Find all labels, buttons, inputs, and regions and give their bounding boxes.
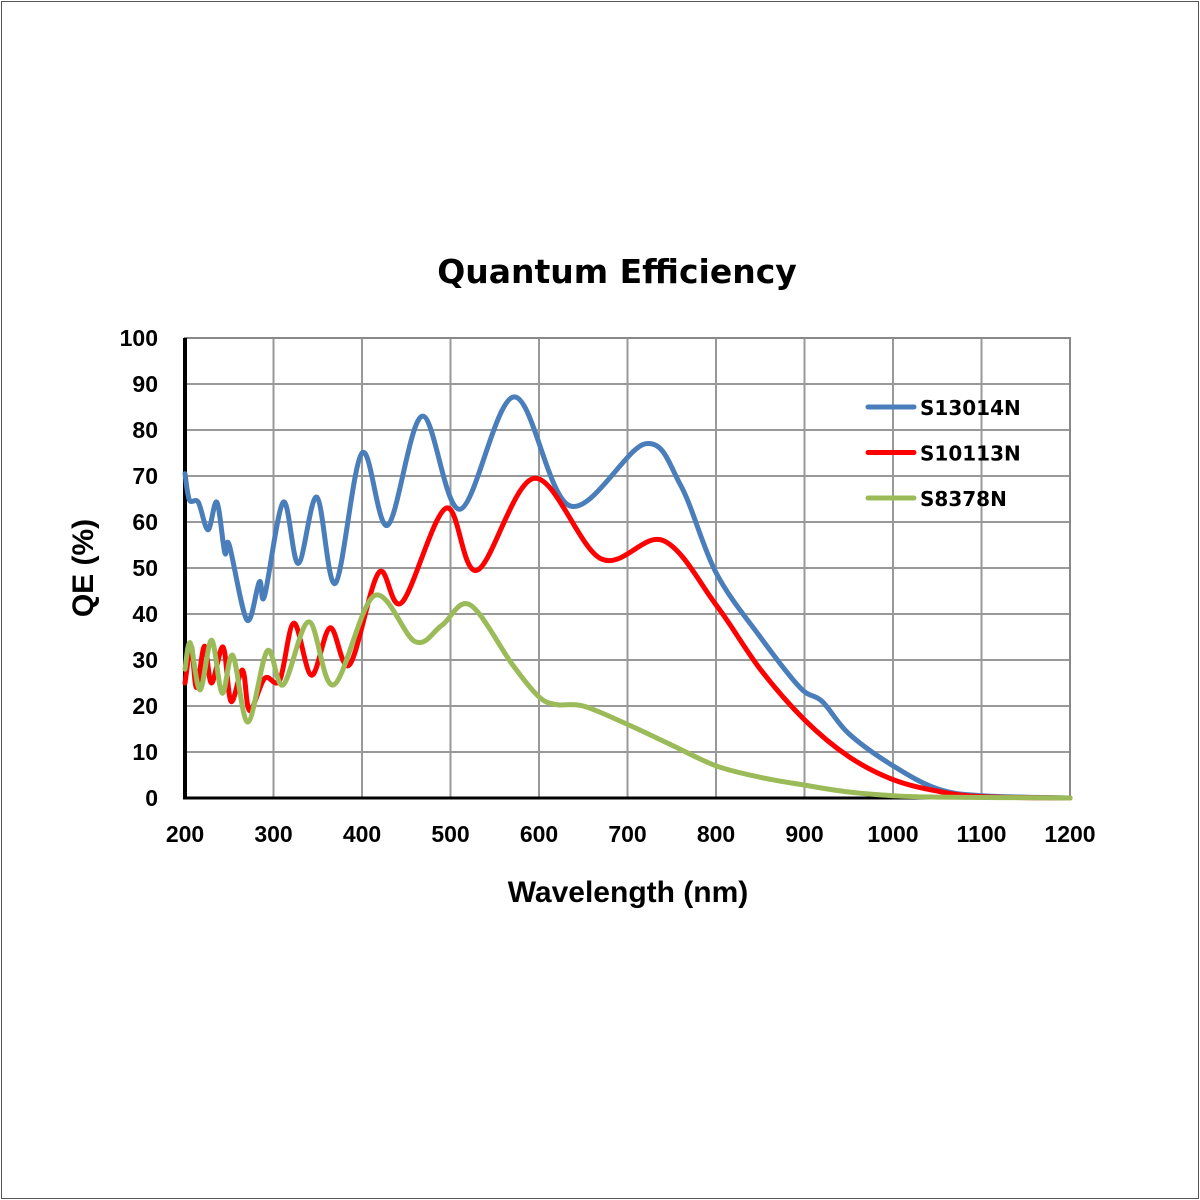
x-tick-label: 200 <box>166 821 204 847</box>
y-tick-label: 20 <box>132 693 158 719</box>
x-tick-label: 300 <box>254 821 292 847</box>
y-tick-label: 50 <box>132 555 158 581</box>
x-tick-label: 1000 <box>867 821 918 847</box>
legend: S13014N S10113N S8378N <box>865 396 1021 511</box>
y-axis-label: QE (%) <box>67 519 100 617</box>
series-line-s8378n <box>182 592 1073 801</box>
y-tick-label: 0 <box>145 785 158 811</box>
x-tick-label: 700 <box>608 821 646 847</box>
y-tick-label: 80 <box>132 417 158 443</box>
x-tick-label: 600 <box>520 821 558 847</box>
y-tick-label: 100 <box>120 325 158 351</box>
x-axis-label: Wavelength (nm) <box>508 876 749 909</box>
legend-label: S10113N <box>920 442 1021 466</box>
legend-label: S8378N <box>920 487 1007 511</box>
x-tick-label: 400 <box>343 821 381 847</box>
x-tick-label: 900 <box>785 821 823 847</box>
legend-label: S13014N <box>920 396 1021 420</box>
tick-labels: 200 300 400 500 600 700 800 900 1000 1100 1200 0 10 2… <box>120 325 1096 847</box>
y-tick-label: 70 <box>132 463 158 489</box>
y-tick-label: 60 <box>132 509 158 535</box>
y-tick-label: 40 <box>132 601 158 627</box>
series-line-s10113n <box>182 475 1073 801</box>
y-tick-label: 30 <box>132 647 158 673</box>
x-tick-label: 1100 <box>957 821 1007 847</box>
series-line-s13014n <box>182 394 1073 801</box>
y-tick-label: 90 <box>132 371 158 397</box>
series-lines <box>182 394 1073 801</box>
y-tick-label: 10 <box>132 739 158 765</box>
grid <box>183 337 1071 800</box>
chart-title: Quantum Efficiency <box>437 252 797 291</box>
x-tick-label: 500 <box>431 821 469 847</box>
x-tick-label: 800 <box>697 821 735 847</box>
x-tick-label: 1200 <box>1044 821 1095 847</box>
